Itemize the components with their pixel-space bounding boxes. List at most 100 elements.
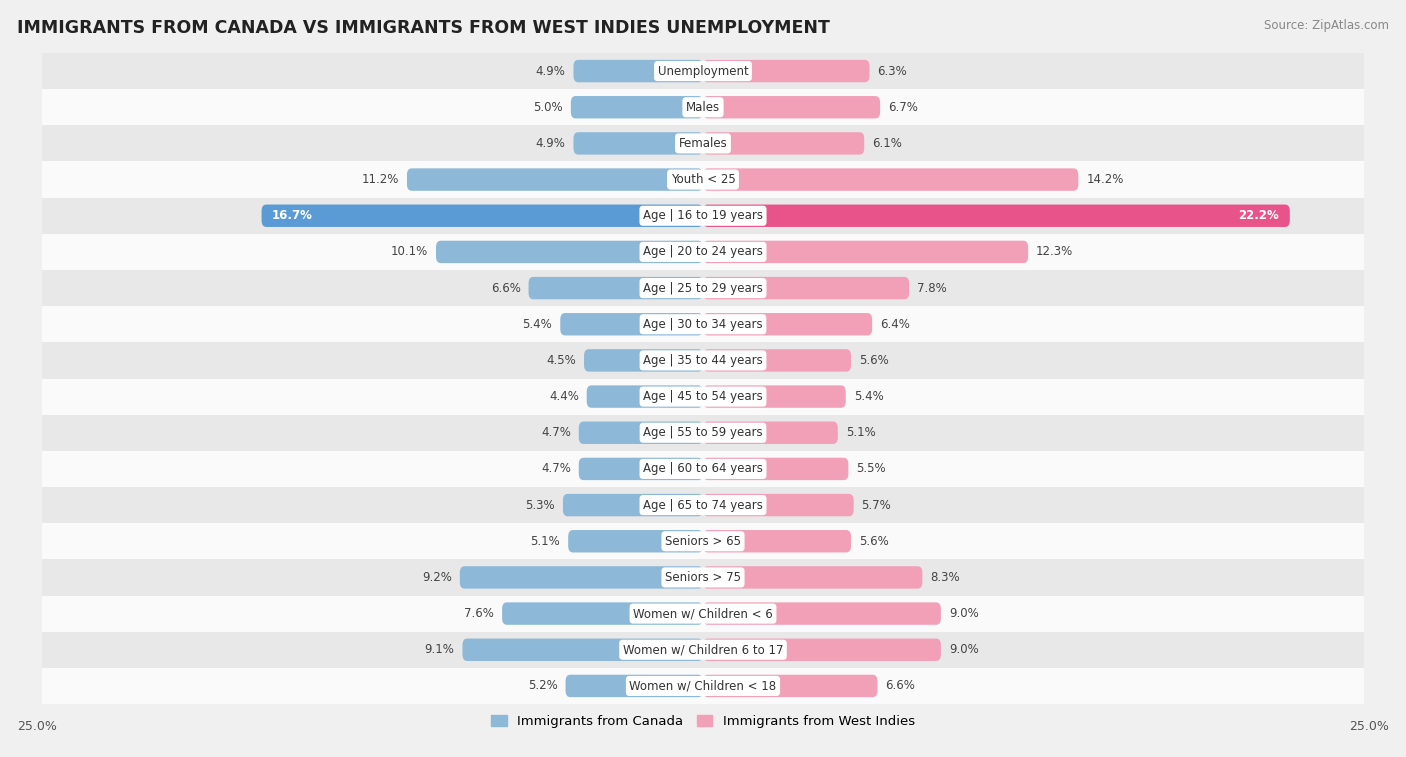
Text: 5.2%: 5.2% (527, 680, 558, 693)
FancyBboxPatch shape (703, 674, 877, 697)
Text: 9.0%: 9.0% (949, 607, 979, 620)
Text: 9.0%: 9.0% (949, 643, 979, 656)
FancyBboxPatch shape (463, 639, 703, 661)
Text: Age | 55 to 59 years: Age | 55 to 59 years (643, 426, 763, 439)
Text: 12.3%: 12.3% (1036, 245, 1073, 258)
Text: Women w/ Children 6 to 17: Women w/ Children 6 to 17 (623, 643, 783, 656)
FancyBboxPatch shape (703, 96, 880, 118)
Legend: Immigrants from Canada, Immigrants from West Indies: Immigrants from Canada, Immigrants from … (485, 709, 921, 734)
Text: IMMIGRANTS FROM CANADA VS IMMIGRANTS FROM WEST INDIES UNEMPLOYMENT: IMMIGRANTS FROM CANADA VS IMMIGRANTS FRO… (17, 19, 830, 37)
Text: Age | 30 to 34 years: Age | 30 to 34 years (643, 318, 763, 331)
Text: Age | 25 to 29 years: Age | 25 to 29 years (643, 282, 763, 294)
FancyBboxPatch shape (703, 349, 851, 372)
Text: 7.6%: 7.6% (464, 607, 494, 620)
Text: Unemployment: Unemployment (658, 64, 748, 77)
Bar (42, 198, 1364, 234)
FancyBboxPatch shape (406, 168, 703, 191)
Text: 25.0%: 25.0% (1350, 720, 1389, 733)
FancyBboxPatch shape (562, 494, 703, 516)
FancyBboxPatch shape (703, 60, 869, 83)
Text: 5.1%: 5.1% (530, 534, 560, 548)
FancyBboxPatch shape (586, 385, 703, 408)
FancyBboxPatch shape (703, 385, 846, 408)
Bar (42, 53, 1364, 89)
Text: Age | 45 to 54 years: Age | 45 to 54 years (643, 390, 763, 403)
Text: Age | 65 to 74 years: Age | 65 to 74 years (643, 499, 763, 512)
Text: 4.9%: 4.9% (536, 137, 565, 150)
Text: 5.1%: 5.1% (846, 426, 876, 439)
Bar (42, 306, 1364, 342)
FancyBboxPatch shape (436, 241, 703, 263)
Text: 5.0%: 5.0% (533, 101, 562, 114)
Text: 14.2%: 14.2% (1087, 173, 1123, 186)
FancyBboxPatch shape (703, 603, 941, 625)
FancyBboxPatch shape (703, 639, 941, 661)
Bar (42, 559, 1364, 596)
FancyBboxPatch shape (574, 60, 703, 83)
Text: 5.5%: 5.5% (856, 463, 886, 475)
Text: 4.5%: 4.5% (547, 354, 576, 367)
Bar (42, 668, 1364, 704)
Text: Females: Females (679, 137, 727, 150)
Bar (42, 270, 1364, 306)
Text: 6.4%: 6.4% (880, 318, 910, 331)
Text: Age | 16 to 19 years: Age | 16 to 19 years (643, 209, 763, 223)
Text: 6.6%: 6.6% (491, 282, 520, 294)
FancyBboxPatch shape (703, 313, 872, 335)
Text: 25.0%: 25.0% (17, 720, 56, 733)
Bar (42, 596, 1364, 631)
Text: Women w/ Children < 6: Women w/ Children < 6 (633, 607, 773, 620)
FancyBboxPatch shape (703, 168, 1078, 191)
Bar (42, 631, 1364, 668)
Text: 4.7%: 4.7% (541, 426, 571, 439)
FancyBboxPatch shape (579, 458, 703, 480)
FancyBboxPatch shape (703, 494, 853, 516)
Text: Age | 60 to 64 years: Age | 60 to 64 years (643, 463, 763, 475)
Text: Women w/ Children < 18: Women w/ Children < 18 (630, 680, 776, 693)
Text: 5.3%: 5.3% (526, 499, 555, 512)
Text: 5.4%: 5.4% (853, 390, 883, 403)
Text: Seniors > 75: Seniors > 75 (665, 571, 741, 584)
Text: 9.1%: 9.1% (425, 643, 454, 656)
FancyBboxPatch shape (560, 313, 703, 335)
Text: 16.7%: 16.7% (273, 209, 314, 223)
FancyBboxPatch shape (703, 204, 1289, 227)
Text: 8.3%: 8.3% (931, 571, 960, 584)
Bar (42, 126, 1364, 161)
FancyBboxPatch shape (529, 277, 703, 299)
Text: 6.6%: 6.6% (886, 680, 915, 693)
FancyBboxPatch shape (703, 241, 1028, 263)
FancyBboxPatch shape (703, 566, 922, 589)
FancyBboxPatch shape (583, 349, 703, 372)
Text: Age | 35 to 44 years: Age | 35 to 44 years (643, 354, 763, 367)
Bar (42, 89, 1364, 126)
Bar (42, 161, 1364, 198)
Text: 9.2%: 9.2% (422, 571, 451, 584)
FancyBboxPatch shape (571, 96, 703, 118)
Text: 10.1%: 10.1% (391, 245, 427, 258)
Text: 6.7%: 6.7% (889, 101, 918, 114)
Text: Males: Males (686, 101, 720, 114)
FancyBboxPatch shape (568, 530, 703, 553)
FancyBboxPatch shape (574, 132, 703, 154)
Text: 7.8%: 7.8% (917, 282, 946, 294)
Bar (42, 523, 1364, 559)
Bar (42, 451, 1364, 487)
FancyBboxPatch shape (262, 204, 703, 227)
Text: Youth < 25: Youth < 25 (671, 173, 735, 186)
Text: 4.7%: 4.7% (541, 463, 571, 475)
Text: 4.9%: 4.9% (536, 64, 565, 77)
FancyBboxPatch shape (460, 566, 703, 589)
Bar (42, 378, 1364, 415)
FancyBboxPatch shape (502, 603, 703, 625)
FancyBboxPatch shape (703, 132, 865, 154)
Text: 11.2%: 11.2% (361, 173, 399, 186)
Text: 6.3%: 6.3% (877, 64, 907, 77)
FancyBboxPatch shape (703, 422, 838, 444)
FancyBboxPatch shape (703, 530, 851, 553)
Text: 5.6%: 5.6% (859, 354, 889, 367)
FancyBboxPatch shape (565, 674, 703, 697)
FancyBboxPatch shape (703, 458, 848, 480)
FancyBboxPatch shape (703, 277, 910, 299)
FancyBboxPatch shape (579, 422, 703, 444)
